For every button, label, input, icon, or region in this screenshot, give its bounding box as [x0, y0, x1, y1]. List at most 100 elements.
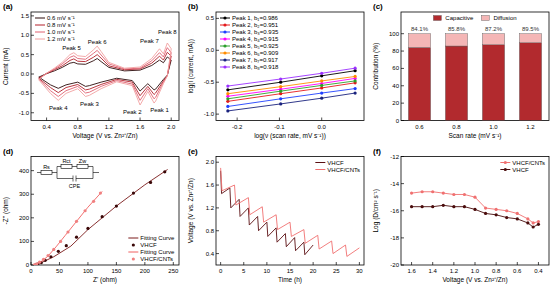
annotation: Peak 4: [49, 105, 68, 111]
x-tick-label: 0: [219, 268, 223, 274]
x-tick: [496, 262, 497, 265]
circuit-wire: [37, 172, 41, 173]
circuit-element: [41, 171, 52, 175]
point: [320, 72, 323, 75]
point: [279, 77, 282, 80]
point: [410, 205, 413, 208]
x-tick-label: 15: [287, 268, 294, 274]
legend-swatch: [223, 23, 226, 26]
point: [421, 190, 424, 193]
point: [537, 223, 540, 226]
y-tick: [31, 217, 34, 218]
y-tick: [31, 15, 34, 16]
legend-swatch: [315, 162, 325, 163]
legend-label: VHCF: [512, 167, 529, 173]
y-tick-label: -0.5: [204, 79, 215, 85]
x-tick: [359, 262, 360, 265]
legend-swatch: [35, 18, 45, 19]
bar: [408, 34, 430, 48]
legend-label: Peak 4, b₄=0.915: [232, 36, 279, 42]
series-line: [228, 78, 355, 96]
x-tick: [279, 118, 280, 121]
data-group: [410, 190, 540, 228]
panel-label: (d): [3, 147, 14, 156]
point: [354, 87, 357, 90]
x-tick-label: -0.2: [232, 124, 243, 130]
circuit-wire: [88, 166, 93, 167]
panel-label: (b): [188, 2, 199, 11]
point: [354, 79, 357, 82]
x-tick-label: 20: [310, 268, 317, 274]
y-tick-label: 0.4: [206, 251, 215, 257]
point: [66, 230, 69, 233]
legend: 0.6 mV s⁻¹0.8 mV s⁻¹1.0 mV s⁻¹1.2 mV s⁻¹: [35, 15, 75, 42]
panel: (c)0.60.81.01.2020406080100Scan rate (mV…: [372, 2, 549, 140]
point: [92, 200, 95, 203]
y-tick-label: 0: [396, 118, 400, 124]
bar: [445, 34, 467, 46]
point: [354, 91, 357, 94]
y-tick-label: -18: [390, 235, 399, 241]
legend-swatch: [223, 44, 226, 47]
x-tick-label: 1.2: [105, 124, 114, 130]
x-tick-label: 50: [56, 268, 63, 274]
legend-swatch: [35, 25, 45, 26]
legend-label: VHCF/CNTs: [140, 256, 173, 262]
point: [473, 196, 476, 199]
x-tick-label: 0.6: [415, 124, 424, 130]
point: [410, 192, 413, 195]
x-tick: [173, 262, 174, 265]
series-line: [228, 83, 355, 102]
legend-swatch: [223, 16, 226, 19]
y-tick-label: 20: [392, 100, 399, 106]
plot-frame: [216, 12, 364, 121]
x-tick: [171, 118, 172, 121]
circuit-label: Rct: [62, 158, 71, 164]
legend-label: 1.2 mV s⁻¹: [47, 36, 75, 42]
y-tick-label: 1.5: [21, 13, 30, 19]
plot-frame: [31, 157, 179, 266]
x-tick-label: 0.4: [42, 124, 51, 130]
bar: [482, 34, 504, 45]
point: [42, 258, 45, 261]
legend-label: VHCF/CNTs: [512, 160, 545, 166]
x-tick: [336, 262, 337, 265]
point: [49, 255, 52, 258]
y-tick: [31, 54, 34, 55]
legend-label: Diffusion: [493, 15, 516, 21]
legend: CapacitiveDiffusion: [433, 15, 516, 21]
legend-label: Peak 1, b₁=0.986: [232, 15, 279, 21]
y-tick: [401, 156, 404, 157]
y-tick-label: 100: [19, 238, 30, 244]
point: [115, 204, 118, 207]
legend-swatch: [433, 16, 441, 21]
legend-label: Peak 5, b₅=0.925: [232, 43, 279, 49]
point: [163, 170, 166, 173]
point: [463, 193, 466, 196]
x-axis-label: log(ν (scan rate, mV s⁻¹)): [254, 132, 326, 140]
y-tick-label: 300: [19, 191, 30, 197]
x-tick: [87, 262, 88, 265]
x-tick-label: 0.0: [318, 124, 327, 130]
x-tick: [108, 118, 109, 121]
legend-label: Peak 3, b₃=0.935: [232, 29, 279, 35]
point: [320, 97, 323, 100]
y-tick: [31, 194, 34, 195]
y-axis-label: Log (D/cm² s⁻¹): [372, 189, 380, 233]
x-tick-label: 1.2: [450, 268, 459, 274]
point: [526, 217, 529, 220]
point: [495, 208, 498, 211]
legend: Peak 1, b₁=0.986Peak 2, b₂=0.951Peak 3, …: [220, 15, 279, 70]
series-line: [412, 205, 539, 227]
point: [495, 213, 498, 216]
x-tick: [243, 262, 244, 265]
y-axis-label: Voltage (V vs. Zn²⁺/Zn): [187, 178, 195, 243]
point: [52, 248, 55, 251]
y-tick-label: 0.5: [21, 52, 30, 58]
panel: (e)0510152025300.40.81.21.62.0Time (h)Vo…: [187, 147, 364, 285]
y-axis-label: Current (mA): [2, 47, 10, 85]
circuit-wire: [57, 178, 73, 179]
bar: [408, 48, 430, 121]
x-tick-label: 0: [29, 268, 33, 274]
x-tick-label: -0.1: [274, 124, 285, 130]
